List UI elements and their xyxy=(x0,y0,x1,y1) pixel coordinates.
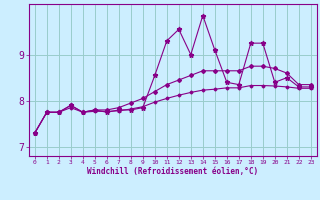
X-axis label: Windchill (Refroidissement éolien,°C): Windchill (Refroidissement éolien,°C) xyxy=(87,167,258,176)
